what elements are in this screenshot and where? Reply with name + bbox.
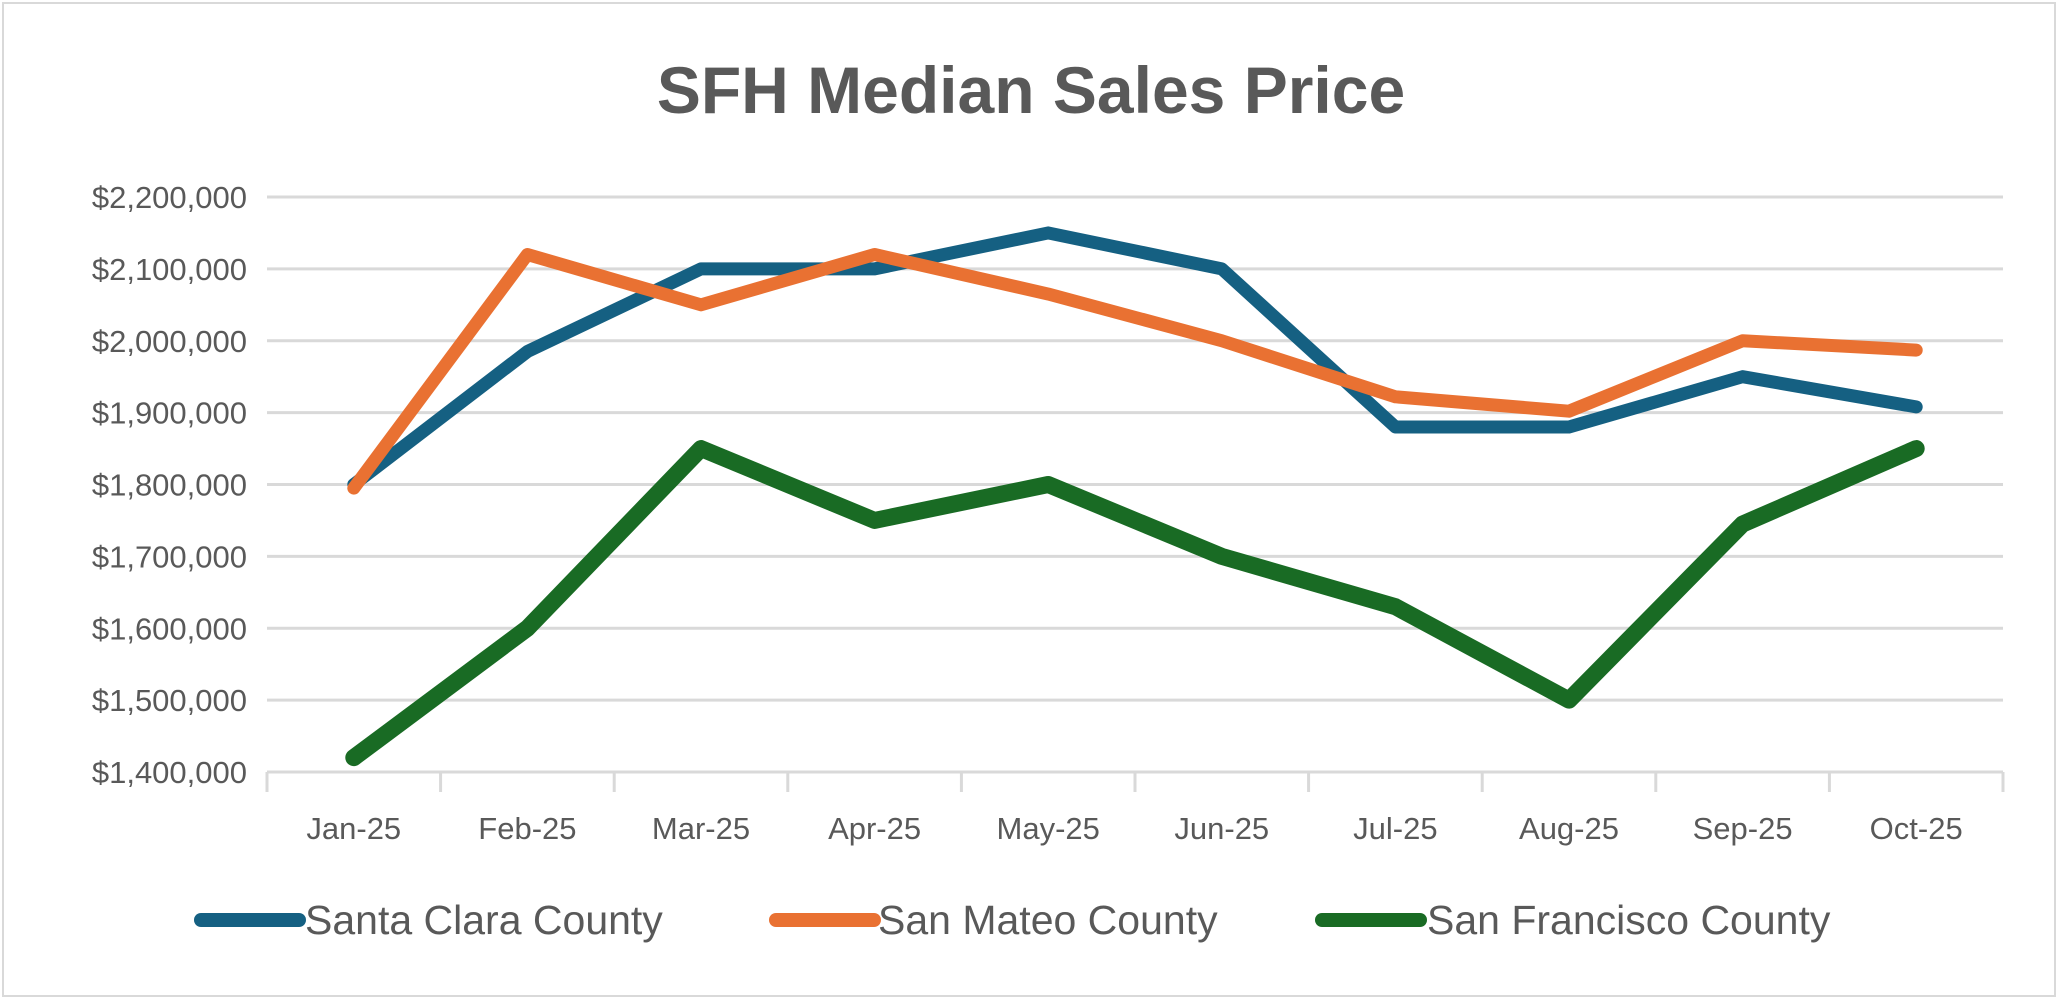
series-line-2 — [345, 440, 1925, 767]
x-tick-label: Aug-25 — [1519, 811, 1619, 846]
y-tick-label: $2,100,000 — [92, 252, 247, 287]
legend-label: San Mateo County — [878, 897, 1218, 943]
x-tick-label: Feb-25 — [478, 811, 576, 846]
y-tick-label: $1,700,000 — [92, 539, 247, 574]
y-tick-label: $1,500,000 — [92, 683, 247, 718]
y-tick-label: $1,800,000 — [92, 468, 247, 503]
x-tick-label: Jun-25 — [1174, 811, 1269, 846]
y-tick-label: $1,900,000 — [92, 396, 247, 431]
y-tick-label: $1,600,000 — [92, 611, 247, 646]
y-tick-label: $2,200,000 — [92, 180, 247, 215]
series-line-0 — [347, 226, 1923, 491]
y-tick-label: $2,000,000 — [92, 324, 247, 359]
x-tick-label: Apr-25 — [828, 811, 921, 846]
y-tick-label: $1,400,000 — [92, 755, 247, 790]
x-tick-label: Jul-25 — [1353, 811, 1437, 846]
series-line-1 — [347, 248, 1923, 495]
legend-label: San Francisco County — [1427, 897, 1831, 943]
x-tick-label: May-25 — [997, 811, 1100, 846]
x-tick-label: Oct-25 — [1870, 811, 1963, 846]
x-tick-label: Mar-25 — [652, 811, 750, 846]
x-tick-label: Jan-25 — [306, 811, 401, 846]
chart-title: SFH Median Sales Price — [656, 53, 1406, 127]
x-tick-label: Sep-25 — [1693, 811, 1793, 846]
legend-label: Santa Clara County — [305, 897, 663, 943]
